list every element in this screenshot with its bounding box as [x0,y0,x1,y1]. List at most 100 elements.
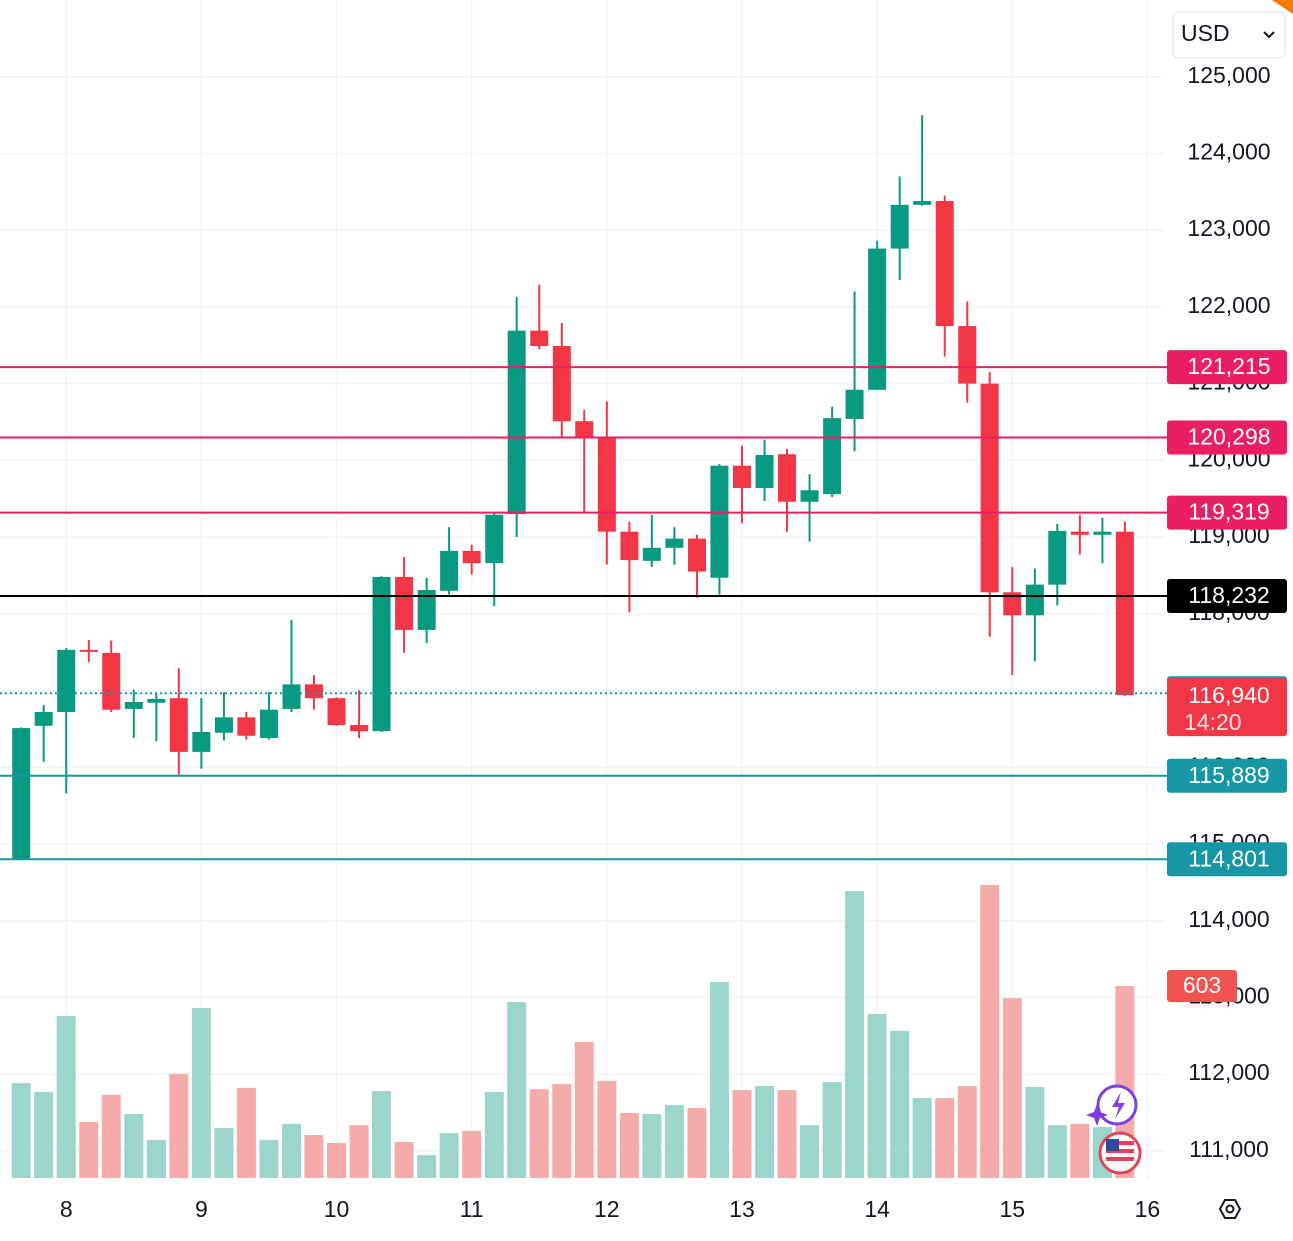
candle-body [687,538,706,572]
candle-body [237,717,256,736]
tag-layer: 121,215120,298119,319118,232116,964115,8… [1167,350,1287,1002]
flag-button[interactable] [1098,1131,1142,1175]
volume-bar [1070,1123,1090,1178]
volume-bar [552,1084,572,1178]
candle-body [935,201,954,327]
candle-body [440,550,459,591]
candle-body [372,576,391,732]
countdown-label: 14:20 [1184,709,1242,735]
price-tag [1167,420,1287,455]
candle-body [1048,530,1067,585]
volume-bar [687,1107,707,1178]
candle-body [552,346,571,422]
candle-body [845,389,864,419]
candle-body [913,201,932,205]
candle-body [597,438,616,532]
candle-body [259,709,278,739]
x-tick-label: 8 [60,1196,73,1222]
candle-body [169,698,188,752]
x-tick-label: 15 [999,1196,1025,1222]
candle-body [868,248,887,390]
candle-body [417,590,436,630]
x-tick-label: 13 [729,1196,755,1222]
volume-bar [507,1001,527,1178]
lightning-button[interactable] [1086,1084,1138,1126]
volume-bar [664,1105,684,1178]
candle-body [282,684,301,709]
candle-body [823,418,842,495]
price-tag [1167,350,1287,385]
x-tick-label: 12 [594,1196,620,1222]
currency-selector[interactable]: USD [1172,11,1286,59]
settings-icon[interactable] [1218,1199,1242,1219]
volume-tag-label: 603 [1183,972,1221,998]
candle-body [57,649,76,712]
y-tick-label: 111,000 [1189,1136,1269,1162]
candle-body [958,326,977,384]
candle-body [102,652,121,710]
volume-bar [777,1090,797,1178]
volume-tag [1167,969,1237,1002]
settings-dot[interactable] [1225,1204,1235,1214]
volume-bar [732,1090,752,1178]
candle-body [214,717,233,733]
flag-canton [1106,1139,1119,1151]
candle-body [530,330,549,347]
y-tick-label: 124,000 [1187,139,1270,165]
price-tag-label: 115,889 [1188,762,1269,788]
volume-bar [1047,1125,1067,1178]
volume-bar [574,1042,594,1178]
currency-box[interactable] [1172,11,1286,59]
candle-body [124,702,143,709]
volume-bar [867,1013,887,1178]
volume-bar [980,885,1000,1178]
price-tag-label: 121,215 [1187,353,1270,379]
price-tag-label: 119,319 [1188,499,1269,525]
price-tag [1167,578,1287,613]
flag-stripe [1106,1157,1134,1161]
candle-body [1025,584,1044,616]
volume-bar [79,1121,99,1178]
candle-body [304,684,323,699]
candle-body [732,465,751,488]
price-tag-label: 114,801 [1188,845,1269,871]
x-tick-label: 16 [1135,1196,1161,1222]
last-price-tag [1167,678,1287,737]
candle-layer [12,115,1134,861]
price-tag-label: 118,232 [1188,582,1269,608]
volume-bar [282,1123,302,1178]
volume-bar [462,1130,482,1178]
volume-bar [124,1113,144,1178]
price-line-layer [0,366,1167,861]
volume-bar [935,1098,955,1178]
volume-bar [822,1082,842,1178]
candle-body [1003,592,1022,616]
volume-bar [529,1089,549,1178]
flag-stripe [1106,1141,1134,1145]
y-tick-label: 123,000 [1187,215,1270,241]
volume-bar [484,1092,504,1178]
sparkle-icon[interactable] [1086,1104,1108,1126]
candle-body [575,421,594,439]
x-tick-label: 11 [460,1196,484,1222]
volume-bar [845,891,865,1178]
volume-bar [417,1155,437,1178]
candle-body [34,711,53,726]
currency-label[interactable]: USD [1181,20,1230,46]
volume-bar [1115,985,1135,1178]
candle-body [192,731,211,752]
lightning-icon[interactable] [1112,1092,1125,1119]
y-tick-label: 112,000 [1188,1059,1269,1085]
corner-badge [1272,0,1293,14]
volume-bar [642,1113,662,1178]
x-tick-label: 10 [324,1196,350,1222]
chevron-icon[interactable] [1263,31,1275,39]
y-tick-label: 122,000 [1187,292,1270,318]
volume-bar [619,1113,639,1178]
candle-body [1093,531,1112,535]
volume-bar [101,1094,121,1178]
volume-bar [372,1091,392,1178]
volume-bar [236,1087,256,1178]
volume-bar [709,982,729,1178]
